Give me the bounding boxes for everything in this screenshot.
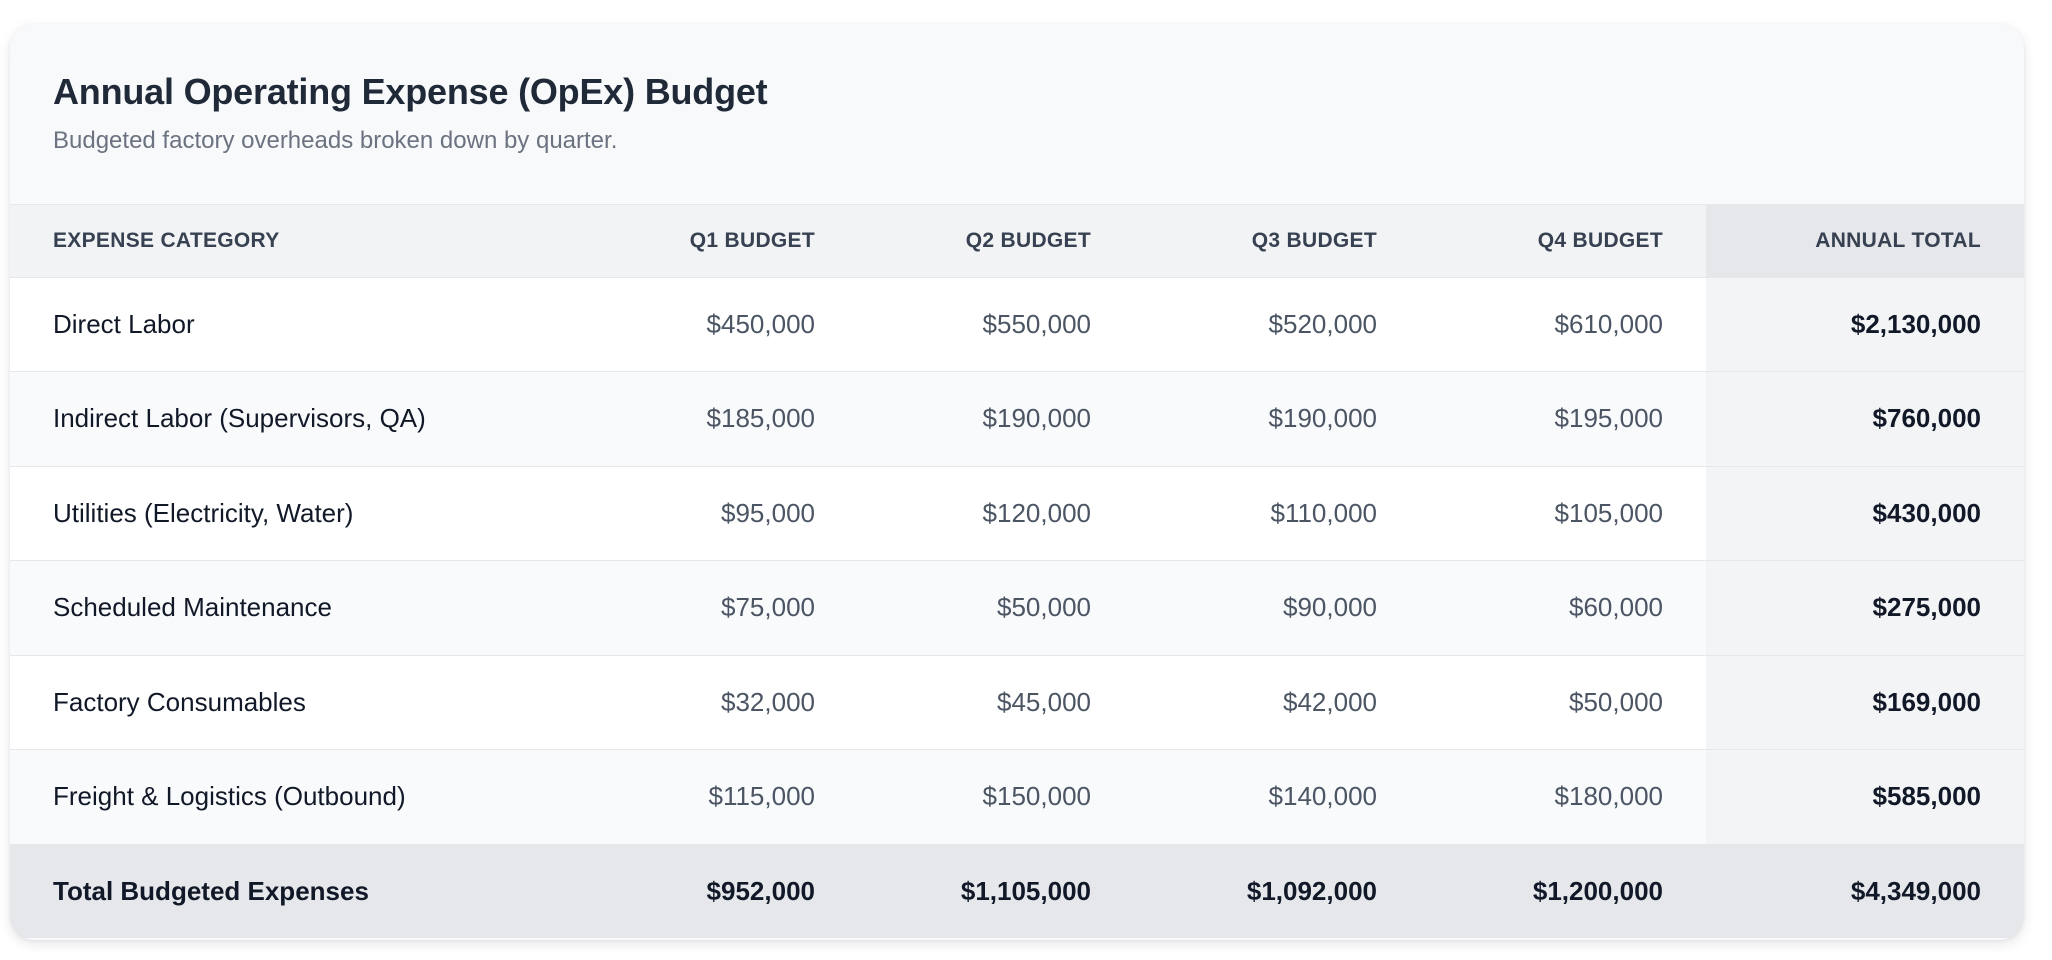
- row-category: Indirect Labor (Supervisors, QA): [10, 371, 595, 467]
- row-q3-value: $110,000: [1134, 466, 1420, 561]
- row-q2-value: $120,000: [858, 466, 1134, 561]
- row-category: Freight & Logistics (Outbound): [10, 749, 595, 845]
- budget-card: Annual Operating Expense (OpEx) Budget B…: [10, 24, 2024, 940]
- row-category: Factory Consumables: [10, 655, 595, 750]
- column-header-q3: Q3 Budget: [1134, 205, 1420, 278]
- row-annual-total: $430,000: [1706, 466, 2024, 561]
- row-q1-value: $95,000: [595, 466, 858, 561]
- row-category: Direct Labor: [10, 277, 595, 372]
- footer-q4-total: $1,200,000: [1420, 844, 1706, 938]
- row-q1-value: $75,000: [595, 560, 858, 656]
- footer-q3-total: $1,092,000: [1134, 844, 1420, 938]
- row-q4-value: $60,000: [1420, 560, 1706, 656]
- row-q4-value: $50,000: [1420, 655, 1706, 750]
- row-annual-total: $2,130,000: [1706, 277, 2024, 372]
- table-row: Factory Consumables $32,000 $45,000 $42,…: [10, 655, 2024, 750]
- column-header-q2: Q2 Budget: [858, 205, 1134, 278]
- column-header-category: Expense Category: [10, 205, 595, 278]
- row-q4-value: $180,000: [1420, 749, 1706, 845]
- footer-annual-total: $4,349,000: [1706, 844, 2024, 938]
- table-row: Utilities (Electricity, Water) $95,000 $…: [10, 466, 2024, 561]
- footer-q2-total: $1,105,000: [858, 844, 1134, 938]
- column-header-q4: Q4 Budget: [1420, 205, 1706, 278]
- page-subtitle: Budgeted factory overheads broken down b…: [53, 127, 618, 155]
- row-q1-value: $115,000: [595, 749, 858, 845]
- row-annual-total: $275,000: [1706, 560, 2024, 656]
- page-title: Annual Operating Expense (OpEx) Budget: [53, 71, 768, 112]
- table-row: Indirect Labor (Supervisors, QA) $185,00…: [10, 371, 2024, 467]
- footer-label: Total Budgeted Expenses: [10, 844, 595, 938]
- row-q3-value: $90,000: [1134, 560, 1420, 656]
- row-q2-value: $50,000: [858, 560, 1134, 656]
- row-category: Scheduled Maintenance: [10, 560, 595, 656]
- row-q2-value: $150,000: [858, 749, 1134, 845]
- table-footer-row: Total Budgeted Expenses $952,000 $1,105,…: [10, 844, 2024, 938]
- row-q3-value: $140,000: [1134, 749, 1420, 845]
- row-q2-value: $45,000: [858, 655, 1134, 750]
- card-header: Annual Operating Expense (OpEx) Budget B…: [10, 24, 2024, 205]
- column-header-q1: Q1 Budget: [595, 205, 858, 278]
- budget-table: Expense Category Q1 Budget Q2 Budget Q3 …: [10, 205, 2024, 938]
- row-q3-value: $42,000: [1134, 655, 1420, 750]
- row-category: Utilities (Electricity, Water): [10, 466, 595, 561]
- row-annual-total: $169,000: [1706, 655, 2024, 750]
- row-q4-value: $195,000: [1420, 371, 1706, 467]
- row-q2-value: $550,000: [858, 277, 1134, 372]
- row-annual-total: $760,000: [1706, 371, 2024, 467]
- table-row: Direct Labor $450,000 $550,000 $520,000 …: [10, 277, 2024, 372]
- row-annual-total: $585,000: [1706, 749, 2024, 845]
- column-header-annual-total: Annual Total: [1706, 205, 2024, 278]
- row-q1-value: $32,000: [595, 655, 858, 750]
- row-q4-value: $610,000: [1420, 277, 1706, 372]
- table-row: Scheduled Maintenance $75,000 $50,000 $9…: [10, 560, 2024, 656]
- row-q4-value: $105,000: [1420, 466, 1706, 561]
- row-q3-value: $520,000: [1134, 277, 1420, 372]
- footer-q1-total: $952,000: [595, 844, 858, 938]
- table-row: Freight & Logistics (Outbound) $115,000 …: [10, 749, 2024, 845]
- row-q3-value: $190,000: [1134, 371, 1420, 467]
- table-header-row: Expense Category Q1 Budget Q2 Budget Q3 …: [10, 205, 2024, 278]
- row-q1-value: $185,000: [595, 371, 858, 467]
- row-q2-value: $190,000: [858, 371, 1134, 467]
- row-q1-value: $450,000: [595, 277, 858, 372]
